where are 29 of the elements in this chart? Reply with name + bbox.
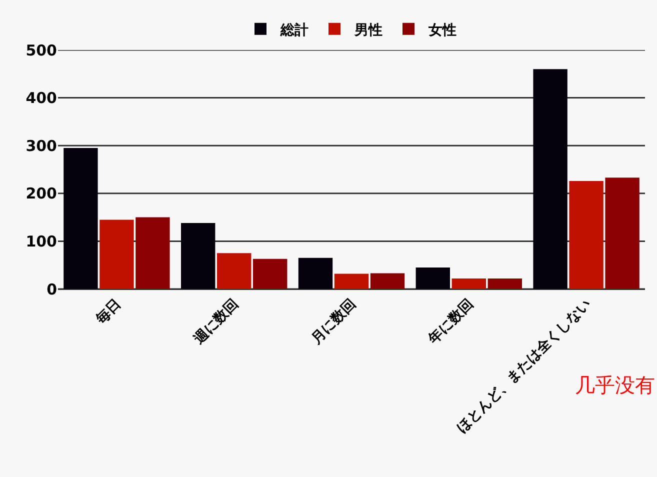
y-tick-label: 300 — [26, 136, 57, 155]
bar — [64, 148, 98, 289]
bar — [569, 180, 604, 289]
legend-label: 男性 — [354, 22, 382, 38]
bar — [181, 223, 216, 289]
bar — [605, 178, 640, 289]
x-tick-label: 月に数回 — [308, 296, 360, 348]
bar — [416, 267, 450, 289]
y-tick-label: 200 — [26, 184, 57, 203]
x-tick-label: 毎日 — [92, 296, 124, 328]
legend-label: 総計 — [280, 22, 308, 38]
bar — [533, 69, 568, 289]
text: 几乎没有 — [575, 373, 655, 397]
y-tick-label: 100 — [26, 232, 57, 250]
y-tick-label: 0 — [46, 280, 57, 298]
y-tick-label: 400 — [26, 89, 57, 108]
x-tick-label: 週に数回 — [190, 296, 242, 348]
bar — [136, 217, 170, 289]
bar — [298, 258, 333, 289]
bar — [334, 274, 369, 289]
bar — [217, 253, 252, 289]
bar — [370, 273, 405, 289]
bar — [452, 278, 486, 289]
x-tick-label: 年に数回 — [425, 296, 477, 348]
legend-label: 女性 — [428, 22, 456, 38]
bar — [488, 278, 522, 289]
y-tick-label: 500 — [26, 41, 57, 60]
bar — [253, 258, 288, 289]
bar — [100, 220, 134, 289]
